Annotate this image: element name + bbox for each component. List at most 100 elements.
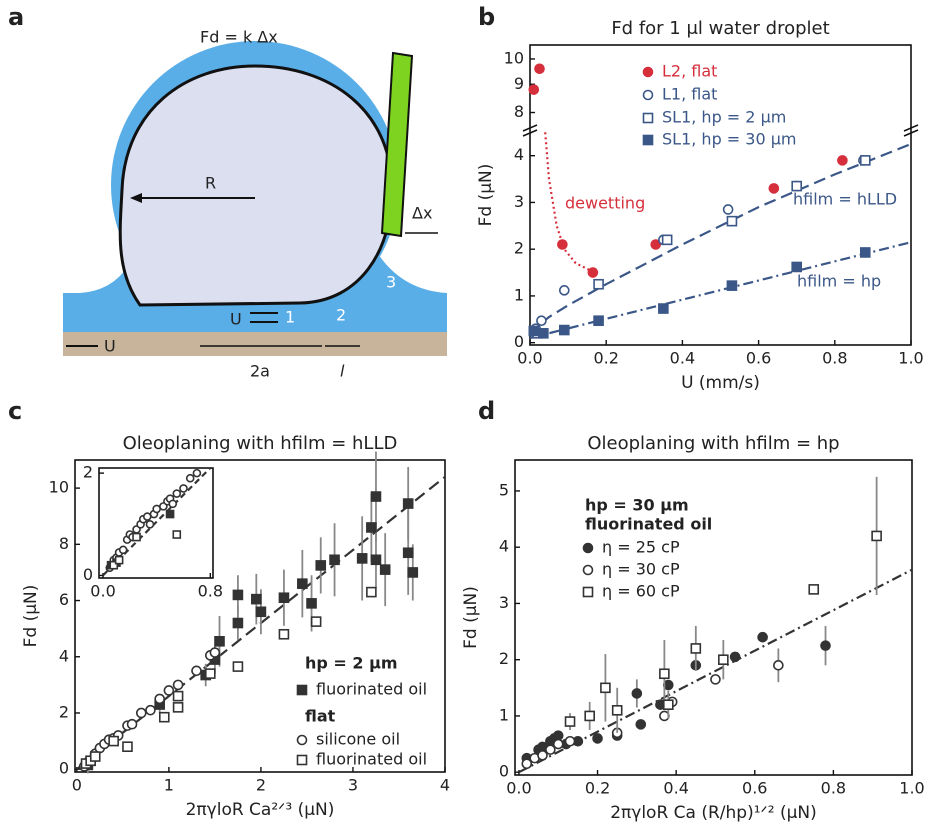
label: 2a	[250, 362, 270, 381]
marker	[214, 635, 225, 647]
y-tick-label: 4	[499, 537, 509, 556]
marker	[172, 679, 184, 691]
y-tick-label: 3	[514, 192, 524, 211]
x-tick-label: 0.8	[198, 582, 223, 601]
marker	[558, 324, 570, 336]
marker	[154, 693, 165, 705]
legend-title: flat	[305, 707, 336, 726]
plot-frame	[514, 459, 913, 776]
marker	[145, 704, 156, 716]
marker	[209, 647, 221, 658]
marker	[726, 215, 738, 227]
marker	[145, 519, 155, 529]
marker	[366, 586, 377, 598]
x-tick-label: 1.0	[899, 779, 924, 798]
x-tick-label: 0.0	[90, 582, 115, 601]
y-tick-label: 0	[514, 332, 524, 351]
marker	[255, 606, 267, 618]
marker	[536, 315, 547, 326]
plot-frame	[529, 44, 912, 346]
y-axis-label: Fd (μN)	[21, 585, 41, 648]
y-tick-label: 10	[504, 48, 524, 67]
marker	[791, 261, 803, 273]
label: U	[230, 310, 242, 329]
marker	[172, 489, 182, 498]
marker	[710, 674, 721, 685]
marker	[593, 278, 604, 290]
legend-label: SL1, hp = 30 μm	[662, 130, 797, 149]
label: U	[104, 337, 116, 356]
legend-title: hp = 2 μm	[305, 654, 398, 673]
x-tick-label: 0.0	[506, 779, 531, 798]
marker	[600, 682, 611, 694]
legend-marker	[642, 89, 654, 101]
marker	[729, 651, 741, 663]
marker	[552, 738, 564, 750]
marker	[191, 665, 202, 677]
diagram: R Fd = k Δx Δx U 1 2 3 U 2a l	[63, 28, 447, 381]
marker	[534, 63, 545, 75]
chart-title: Fd for 1 μl water droplet	[611, 18, 829, 39]
marker	[204, 668, 216, 679]
x-tick-label: 1.0	[898, 349, 923, 368]
y-tick-label: 6	[59, 590, 69, 609]
formula: Fd = k Δx	[200, 28, 278, 47]
y-tick-label: 8	[514, 102, 524, 121]
zone-label: 2	[336, 306, 346, 325]
marker	[558, 285, 570, 296]
marker	[329, 554, 340, 566]
marker	[89, 751, 101, 762]
chart-title: Oleoplaning with hfilm = hLLD	[123, 433, 398, 454]
marker	[402, 498, 414, 509]
legend-label: η = 30 cP	[602, 560, 680, 579]
x-tick-label: 4	[440, 776, 450, 795]
legend-marker	[296, 734, 308, 746]
marker	[278, 592, 290, 604]
marker	[538, 328, 549, 339]
x-tick-label: 0.4	[670, 349, 695, 368]
x-axis-label: 2πγloR Ca (R/hp)¹ᐟ² (μN)	[610, 803, 817, 823]
x-tick-label: 0.0	[517, 349, 542, 368]
marker	[837, 155, 848, 166]
marker	[278, 628, 290, 640]
marker	[773, 660, 784, 671]
y-tick-label: 4	[59, 646, 69, 665]
marker	[545, 744, 556, 755]
y-tick-label: 4	[514, 145, 524, 164]
x-tick-label: 2	[256, 776, 266, 795]
marker	[366, 522, 377, 533]
marker	[768, 183, 780, 194]
panel-label: a	[8, 3, 24, 31]
marker	[791, 180, 803, 192]
marker	[557, 239, 568, 250]
marker	[808, 584, 820, 595]
legend-label: silicone oil	[316, 730, 400, 749]
marker	[232, 589, 244, 601]
marker	[564, 716, 576, 727]
marker	[172, 690, 184, 702]
marker	[315, 560, 327, 571]
marker	[564, 735, 576, 747]
marker	[306, 598, 317, 609]
fit-line	[529, 142, 912, 337]
fit-line	[518, 568, 913, 774]
marker	[659, 668, 670, 680]
zone-label: 1	[285, 308, 295, 327]
marker	[310, 616, 322, 627]
x-tick-label: 0.6	[742, 779, 767, 798]
marker	[611, 705, 623, 716]
marker	[185, 473, 195, 483]
x-tick-label: 0.8	[822, 349, 847, 368]
legend-marker	[582, 586, 594, 598]
cantilever	[380, 51, 414, 238]
marker	[108, 735, 119, 747]
x-tick-label: 0.2	[593, 349, 618, 368]
panel-label: c	[8, 397, 22, 425]
y-tick-label: 2	[514, 239, 524, 258]
marker	[593, 315, 604, 326]
legend-label: η = 25 cP	[602, 538, 680, 557]
y-tick-label: 2	[83, 463, 93, 482]
legend-marker	[642, 112, 654, 124]
marker	[690, 643, 702, 654]
legend-marker	[296, 754, 308, 766]
